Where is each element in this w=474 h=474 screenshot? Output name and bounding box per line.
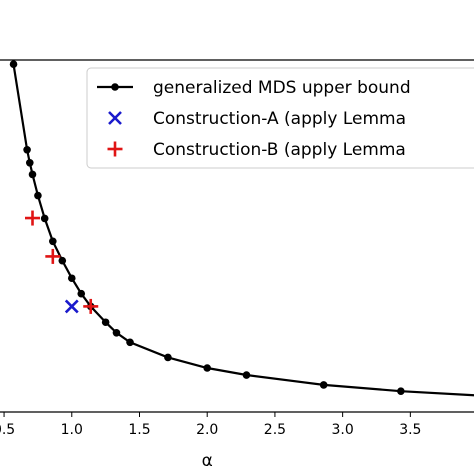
legend-symbol <box>108 111 122 125</box>
data-point <box>203 364 212 372</box>
series-2 <box>64 299 79 314</box>
data-point <box>77 289 86 298</box>
data-point <box>319 381 328 389</box>
data-point <box>28 170 37 179</box>
legend-label: generalized MDS upper bound <box>153 78 411 98</box>
data-point <box>397 387 405 396</box>
legend: generalized MDS upper bound Construction-… <box>86 67 474 169</box>
legend-plus-marker <box>107 141 123 157</box>
x-tick-label: 2.5 <box>264 422 286 438</box>
series-3 <box>25 210 99 314</box>
series-1 <box>9 60 474 397</box>
legend-dot <box>111 83 119 91</box>
data-point <box>101 318 110 327</box>
plot-area <box>9 60 474 397</box>
data-point <box>112 329 121 337</box>
x-tick-label: 0.5 <box>0 422 15 438</box>
x-axis-label: α <box>202 451 213 471</box>
x-tick-label: 3.5 <box>399 422 421 438</box>
data-point <box>49 237 57 246</box>
data-point <box>242 371 251 379</box>
data-point <box>25 158 34 167</box>
x-tick-label: 3.0 <box>332 422 354 438</box>
data-point <box>23 145 31 154</box>
x-tick-label: 1.0 <box>61 422 83 438</box>
data-point <box>164 353 172 362</box>
data-point <box>40 214 49 223</box>
data-point <box>83 298 99 314</box>
legend-symbol <box>97 83 133 91</box>
data-point <box>34 191 42 200</box>
data-point <box>45 248 61 264</box>
data-point <box>126 338 134 347</box>
legend-box <box>86 67 474 169</box>
legend-x-marker <box>108 111 122 125</box>
x-marker-stroke <box>64 299 79 314</box>
data-point <box>64 299 79 314</box>
x-axis: 0.5 1.0 1.5 2.0 2.5 3.0 3.5 <box>0 412 421 438</box>
legend-label: Construction-B (apply Lemma <box>153 140 406 160</box>
data-point <box>9 60 18 69</box>
x-tick-label: 2.0 <box>196 422 218 438</box>
legend-label: Construction-A (apply Lemma <box>153 109 406 129</box>
x-marker-stroke <box>108 111 122 125</box>
data-point <box>58 256 67 265</box>
x-tick-label: 1.5 <box>128 422 150 438</box>
legend-symbol <box>107 141 123 157</box>
data-point <box>67 274 76 283</box>
data-point <box>25 210 41 226</box>
